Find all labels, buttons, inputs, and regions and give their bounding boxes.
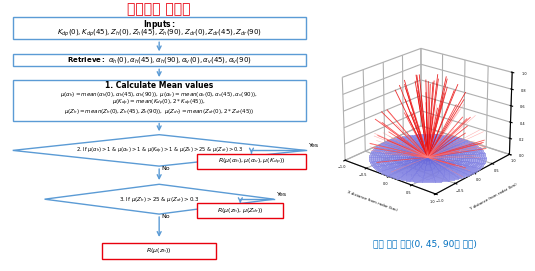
X-axis label: X distance from radar (km): X distance from radar (km) (347, 191, 398, 213)
Text: No: No (161, 214, 170, 219)
Text: $R(\mu(\alpha_h), \mu(\alpha_v), \mu(K_{dp}))$: $R(\mu(\alpha_h), \mu(\alpha_v), \mu(K_{… (218, 156, 285, 167)
Text: $R(\mu(z_h))$: $R(\mu(z_h))$ (146, 246, 172, 256)
Text: 3. If $\mu(Z_h) > 25$ & $\mu(Z_{dr}) > 0.3$: 3. If $\mu(Z_h) > 25$ & $\mu(Z_{dr}) > 0… (119, 195, 200, 204)
Text: Yes: Yes (309, 143, 319, 148)
FancyBboxPatch shape (13, 54, 305, 66)
Text: $\mu(\alpha_h) = mean(\alpha_h(0), \alpha_h(45), \alpha_h(90)),\;\mu(\alpha_v) =: $\mu(\alpha_h) = mean(\alpha_h(0), \alph… (60, 90, 258, 99)
FancyBboxPatch shape (102, 243, 217, 259)
FancyBboxPatch shape (13, 80, 305, 121)
Polygon shape (44, 184, 274, 214)
FancyBboxPatch shape (197, 203, 284, 218)
Text: $K_{dp}(0), K_{dp}(45), Z_h(0), Z_h(45), Z_h(90), Z_{dr}(0), Z_{dr}(45), Z_{dr}(: $K_{dp}(0), K_{dp}(45), Z_h(0), Z_h(45),… (57, 27, 262, 39)
Text: No: No (161, 166, 170, 171)
Text: $\mu(K_{dp}) = mean(K_{dp}(0), 2 * K_{dp}(45)),$: $\mu(K_{dp}) = mean(K_{dp}(0), 2 * K_{dp… (112, 98, 206, 108)
FancyBboxPatch shape (197, 154, 305, 169)
Text: $\mu(Z_h) = mean(Z_h(0), Z_h(45), Z_h(90)),\;\mu(Z_{dr}) = mean(Z_{dr}(0), 2*Z_{: $\mu(Z_h) = mean(Z_h(0), Z_h(45), Z_h(90… (64, 107, 254, 117)
Text: $\mathbf{Inputs:}$: $\mathbf{Inputs:}$ (143, 18, 175, 31)
Y-axis label: Y distance from radar (km): Y distance from radar (km) (469, 183, 517, 211)
Text: $R(\mu(z_h), \mu(Z_{dr}))$: $R(\mu(z_h), \mu(Z_{dr}))$ (217, 206, 264, 215)
Text: 강우추정 흐름도: 강우추정 흐름도 (127, 2, 191, 17)
Polygon shape (13, 135, 305, 166)
Text: 2. If $\mu(\alpha_h) > 1$ & $\mu(\alpha_v) > 1$ & $\mu(K_{dp}) > 1$ & $\mu(Z_h) : 2. If $\mu(\alpha_h) > 1$ & $\mu(\alpha_… (75, 145, 243, 156)
Text: $\mathbf{Retrieve:}\ \alpha_h(0), \alpha_h(45), \alpha_h(90), \alpha_v(0), \alph: $\mathbf{Retrieve:}\ \alpha_h(0), \alpha… (67, 55, 251, 65)
Text: 볼륨 관측 전략(0, 45, 90도 스캔): 볼륨 관측 전략(0, 45, 90도 스캔) (373, 239, 477, 249)
Text: Yes: Yes (277, 192, 287, 197)
FancyBboxPatch shape (13, 17, 305, 39)
Text: 1. Calculate Mean values: 1. Calculate Mean values (105, 81, 213, 91)
